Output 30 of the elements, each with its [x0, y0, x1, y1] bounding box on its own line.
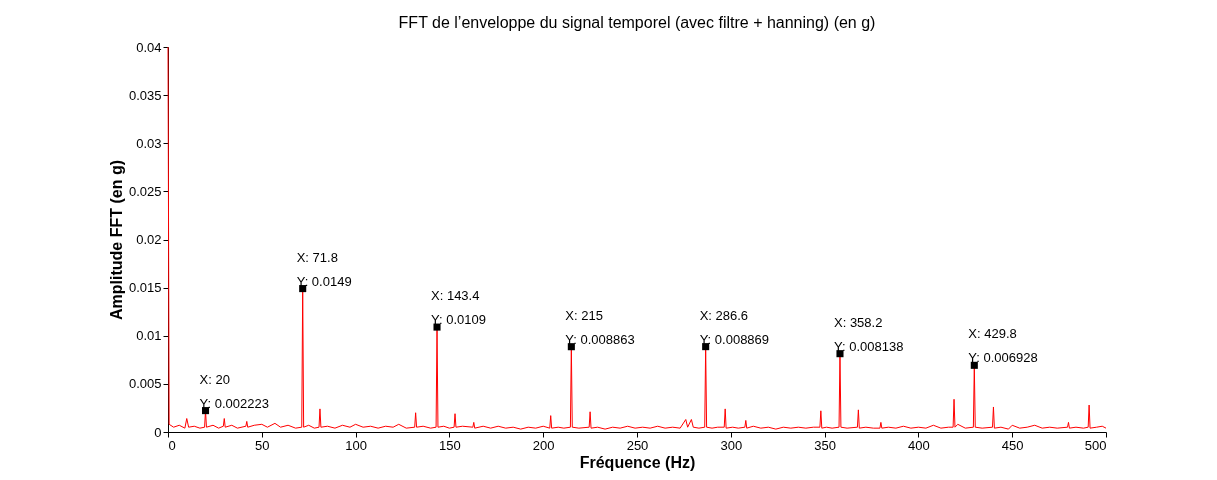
x-tick-label: 200 — [532, 437, 555, 453]
x-tick-label: 0 — [168, 437, 176, 453]
x-tick-label: 450 — [1001, 437, 1024, 453]
x-tick-label: 500 — [1084, 437, 1107, 453]
y-tick-label: 0.005 — [128, 376, 162, 392]
y-tick-label: 0.025 — [128, 183, 162, 199]
y-tick-label: 0.035 — [128, 87, 162, 103]
y-tick-label: 0.01 — [136, 328, 162, 344]
y-tick-label: 0.015 — [128, 280, 162, 296]
annotation: X: 429.8 Y: 0.006928 — [968, 326, 1038, 366]
y-tick-label: 0.02 — [136, 232, 162, 247]
annotation: X: 71.8 Y: 0.0149 — [296, 249, 352, 289]
x-tick-label: 150 — [439, 437, 461, 453]
x-tick-label: 400 — [908, 437, 930, 453]
y-tick-label: 0.03 — [136, 135, 162, 151]
annotation: X: 358.2 Y: 0.008138 — [833, 314, 904, 354]
y-tick-label: 0 — [154, 424, 162, 440]
annotation: X: 143.4 Y: 0.0109 — [431, 288, 486, 328]
x-tick-label: 300 — [720, 437, 743, 453]
x-tick-label: 350 — [814, 437, 836, 453]
x-tick-label: 50 — [255, 437, 270, 453]
annotation: X: 215 Y: 0.008863 — [565, 307, 635, 347]
chart-title: FFT de l’enveloppe du signal temporel (avec filtre + hanning) (en g) — [398, 14, 876, 31]
x-axis-title: Fréquence (Hz) — [579, 453, 696, 471]
x-tick-label: 250 — [626, 437, 649, 453]
annotation: X: 286.6 Y: 0.008869 — [699, 307, 770, 347]
annotation: X: 20 Y: 0.002223 — [199, 371, 269, 411]
x-tick-label: 100 — [345, 437, 367, 453]
y-tick-label: 0.04 — [136, 39, 162, 55]
y-axis-title: Amplitude FFT (en g) — [107, 160, 125, 320]
